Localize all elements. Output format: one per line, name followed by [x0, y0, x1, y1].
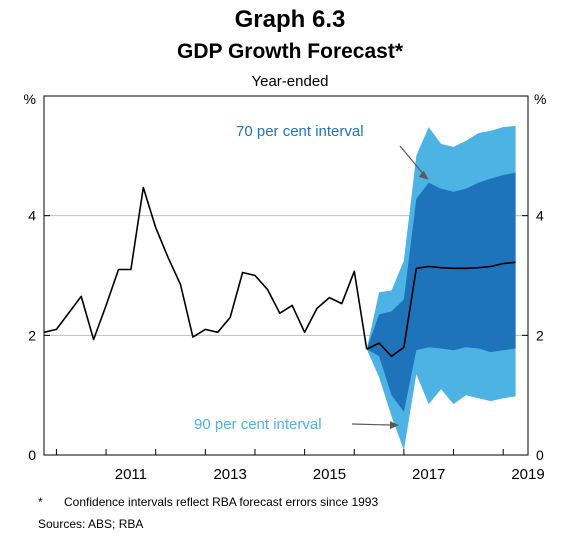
annotation-90-arrow-line: [351, 423, 393, 426]
x-tick-label: 2015: [313, 466, 346, 483]
gdp-forecast-line: [366, 261, 516, 358]
x-tick-label: 2019: [511, 466, 544, 483]
y-tick-label-right: 4: [536, 208, 544, 224]
annotations: 70 per cent interval 90 per cent interval: [194, 123, 429, 433]
y-tick-label-right: 2: [536, 327, 544, 343]
chart-subtitle-year-ended: Year-ended: [251, 73, 329, 90]
axes: 0 0 2 2 4 4% % 2011 2013 2015 2017 2019: [24, 91, 547, 483]
annotation-90-per-cent-label: 90 per cent interval: [194, 416, 322, 433]
y-tick-label-left: 2: [28, 327, 36, 343]
gdp-actual-line: [43, 186, 368, 350]
footnote-mark: *: [38, 495, 43, 509]
sources-note: Sources: ABS; RBA: [38, 517, 144, 531]
y-unit-right: %: [534, 91, 546, 107]
x-tick-label: 2017: [412, 466, 445, 483]
chart-title: Graph 6.3: [234, 6, 346, 33]
y-tick-label-left: 4: [28, 208, 36, 224]
plot-frame: [43, 95, 529, 456]
y-unit-left: %: [24, 91, 36, 107]
band-70-per-cent: [366, 172, 516, 412]
y-tick-label-left: 0: [28, 447, 36, 463]
annotation-70-arrow-line: [399, 145, 426, 177]
footnote: * Confidence intervals reflect RBA foreca…: [38, 495, 378, 509]
x-tick-label: 2011: [115, 466, 147, 483]
footnote-text: Confidence intervals reflect RBA forecas…: [64, 495, 379, 509]
gdp-lines: [43, 186, 516, 358]
annotation-90-arrowhead: [389, 421, 399, 430]
y-tick-label-right: 0: [536, 447, 544, 463]
annotation-70-arrowhead: [418, 170, 429, 180]
chart-subtitle: GDP Growth Forecast*: [177, 40, 403, 63]
x-tick-label: 2013: [213, 466, 246, 483]
confidence-bands: [366, 125, 516, 451]
annotation-70-per-cent-label: 70 per cent interval: [236, 123, 364, 140]
